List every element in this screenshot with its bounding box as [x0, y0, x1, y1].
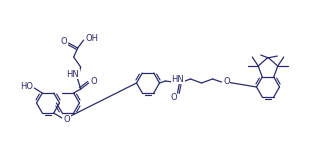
Text: O: O — [63, 115, 70, 124]
Text: O: O — [90, 77, 97, 85]
Text: O: O — [60, 36, 67, 46]
Text: O: O — [170, 94, 177, 102]
Text: HN: HN — [66, 69, 79, 79]
Text: OH: OH — [85, 33, 98, 43]
Text: HN: HN — [171, 75, 184, 83]
Text: HO: HO — [20, 82, 33, 91]
Text: O: O — [223, 78, 230, 86]
